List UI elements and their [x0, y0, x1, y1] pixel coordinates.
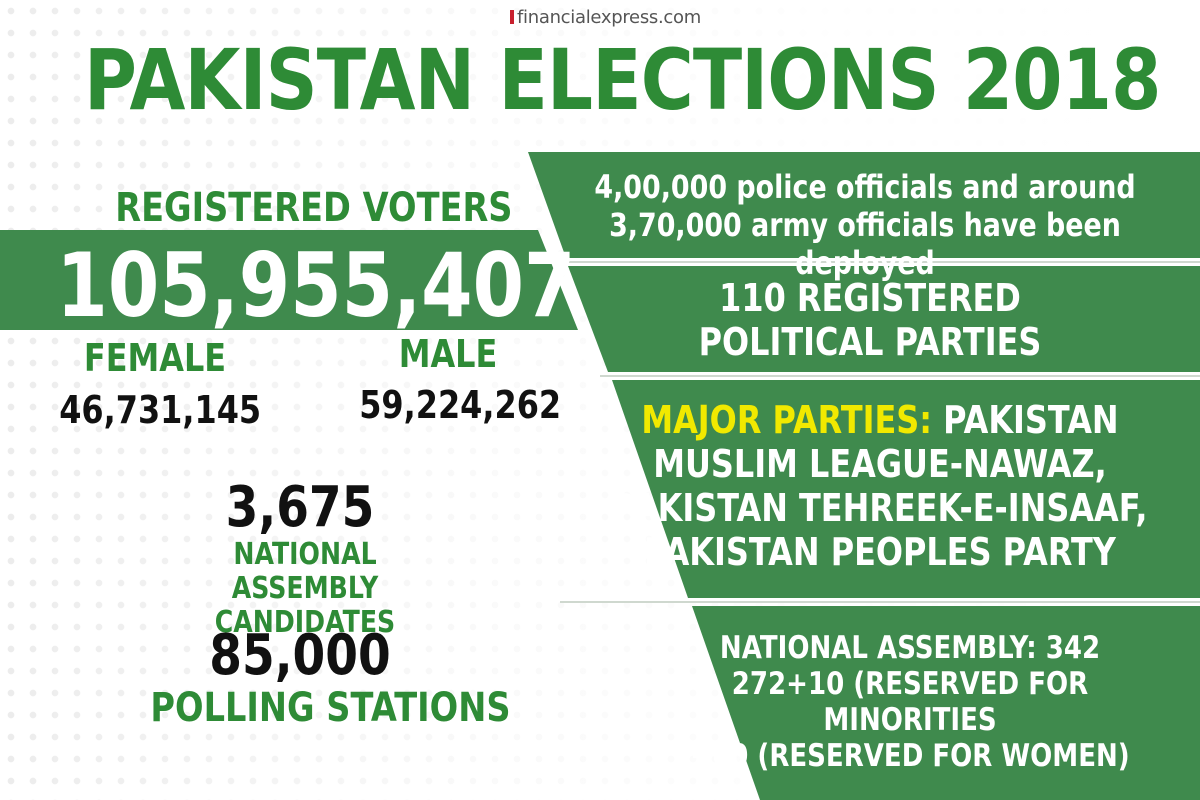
registered-parties-text: 110 REGISTERED POLITICAL PARTIES	[698, 276, 1042, 364]
candidates-count: 3,675	[225, 475, 375, 540]
brand-logo: financialexpress.com	[510, 6, 701, 30]
male-label: MALE	[398, 332, 498, 376]
assembly-seats-line: NATIONAL ASSEMBLY: 342	[719, 630, 1101, 666]
male-count: 59,224,262	[359, 383, 562, 427]
candidates-label: NATIONAL ASSEMBLY CANDIDATES	[214, 537, 396, 640]
registered-voters-label: REGISTERED VOTERS	[115, 185, 513, 231]
assembly-women-line: +60 (RESERVED FOR WOMEN)	[690, 738, 1130, 774]
page-title: PAKISTAN ELECTIONS 2018	[84, 31, 1161, 129]
assembly-minorities-line: 272+10 (RESERVED FOR MINORITIES	[731, 666, 1089, 738]
brand-name: financialexpress.com	[517, 7, 701, 28]
polling-stations-label: POLLING STATIONS	[150, 685, 511, 731]
major-parties-panel	[612, 380, 1200, 598]
registered-voters-band	[0, 230, 578, 330]
national-assembly-text: NATIONAL ASSEMBLY: 342 272+10 (RESERVED …	[666, 630, 1153, 774]
security-panel	[528, 152, 1200, 258]
parties-panel	[568, 266, 1200, 372]
major-parties-list: PAKISTAN MUSLIM LEAGUE-NAWAZ, PAKISTAN T…	[612, 398, 1148, 574]
registered-voters-total: 105,955,407	[56, 234, 576, 337]
major-parties-label: MAJOR PARTIES:	[641, 398, 933, 442]
assembly-panel	[692, 606, 1200, 800]
female-label: FEMALE	[83, 336, 227, 380]
polling-stations-count: 85,000	[209, 623, 391, 688]
security-deployment-text: 4,00,000 police officials and around 3,7…	[594, 168, 1136, 282]
female-count: 46,731,145	[59, 388, 262, 432]
brand-mark-icon	[510, 10, 514, 24]
major-parties-text: MAJOR PARTIES: PAKISTAN MUSLIM LEAGUE-NA…	[611, 398, 1149, 574]
